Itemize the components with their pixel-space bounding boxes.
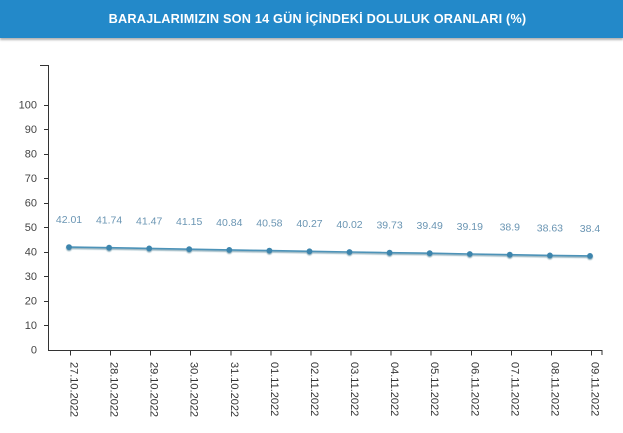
- svg-text:30: 30: [25, 271, 37, 283]
- svg-text:41.15: 41.15: [176, 216, 202, 228]
- svg-text:80: 80: [25, 149, 37, 161]
- svg-text:38.9: 38.9: [500, 222, 521, 234]
- svg-text:70: 70: [25, 173, 37, 185]
- svg-text:30.10.2022: 30.10.2022: [188, 362, 200, 417]
- svg-text:100: 100: [19, 100, 37, 112]
- svg-text:40: 40: [25, 247, 37, 259]
- svg-text:31.10.2022: 31.10.2022: [228, 362, 240, 417]
- svg-text:60: 60: [25, 198, 37, 210]
- svg-text:90: 90: [25, 124, 37, 136]
- svg-text:40.27: 40.27: [296, 218, 322, 230]
- svg-text:38.63: 38.63: [537, 222, 563, 234]
- svg-text:03.11.2022: 03.11.2022: [348, 362, 360, 416]
- svg-text:20: 20: [25, 296, 37, 308]
- svg-text:41.74: 41.74: [96, 215, 122, 227]
- svg-text:38.4: 38.4: [580, 223, 601, 235]
- svg-text:04.11.2022: 04.11.2022: [388, 362, 400, 416]
- svg-text:28.10.2022: 28.10.2022: [108, 362, 120, 417]
- svg-text:41.47: 41.47: [136, 215, 162, 227]
- svg-text:10: 10: [25, 320, 37, 332]
- svg-text:40.58: 40.58: [256, 218, 282, 230]
- svg-text:08.11.2022: 08.11.2022: [548, 362, 560, 416]
- svg-text:05.11.2022: 05.11.2022: [428, 362, 440, 416]
- svg-text:06.11.2022: 06.11.2022: [468, 362, 480, 416]
- svg-text:01.11.2022: 01.11.2022: [268, 362, 280, 416]
- svg-text:0: 0: [31, 345, 37, 357]
- svg-text:39.73: 39.73: [376, 220, 402, 232]
- svg-text:02.11.2022: 02.11.2022: [308, 362, 320, 416]
- svg-text:27.10.2022: 27.10.2022: [68, 362, 80, 417]
- svg-text:39.19: 39.19: [457, 221, 483, 233]
- svg-text:40.84: 40.84: [216, 217, 242, 229]
- svg-text:50: 50: [25, 222, 37, 234]
- svg-text:40.02: 40.02: [336, 219, 362, 231]
- svg-text:39.49: 39.49: [417, 220, 443, 232]
- svg-text:29.10.2022: 29.10.2022: [148, 362, 160, 417]
- svg-text:07.11.2022: 07.11.2022: [508, 362, 520, 416]
- svg-text:09.11.2022: 09.11.2022: [589, 362, 601, 416]
- svg-text:42.01: 42.01: [56, 214, 82, 226]
